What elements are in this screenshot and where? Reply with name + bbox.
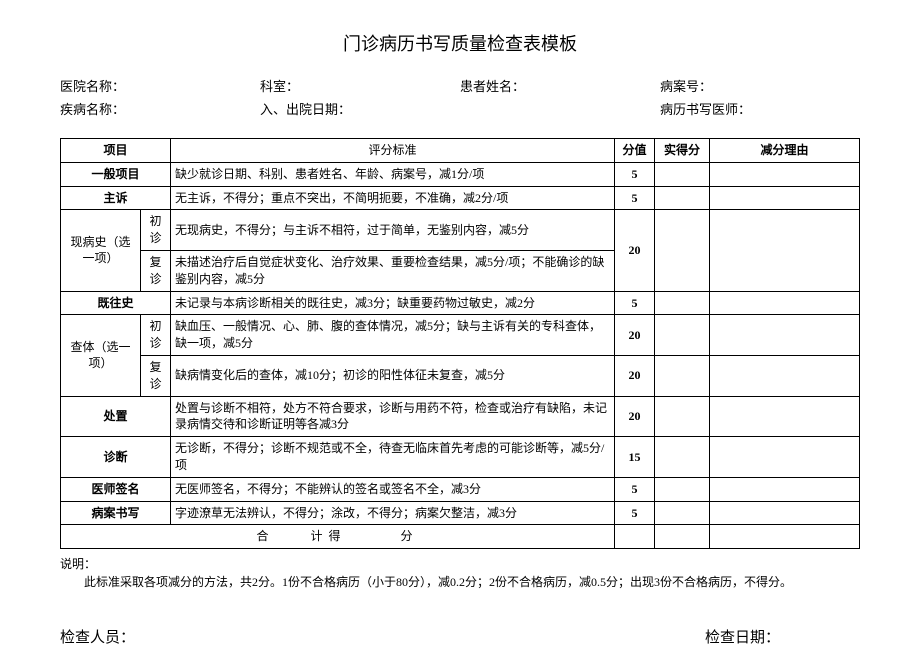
r5-criteria2: 缺病情变化后的查体，减10分；初诊的阳性体征未复查，减5分 [171, 355, 615, 396]
r6-reason [710, 396, 860, 437]
r8-criteria: 无医师签名，不得分；不能辨认的签名或签名不全，减3分 [171, 477, 615, 501]
r4-criteria: 未记录与本病诊断相关的既往史，减3分；缺重要药物过敏史，减2分 [171, 291, 615, 315]
r4-score: 5 [615, 291, 655, 315]
r5-criteria1: 缺血压、一般情况、心、肺、腹的查体情况，减5分；缺与主诉有关的专科查体，缺一项，… [171, 315, 615, 356]
total-reason [710, 525, 860, 549]
table-row: 现病史（选一项） 初诊 无现病史，不得分；与主诉不相符，过于简单，无鉴别内容，减… [61, 210, 860, 251]
r5-sub1: 初诊 [141, 315, 171, 356]
total-row: 合 计得 分 [61, 525, 860, 549]
date-label: 入、出院日期： [260, 99, 460, 118]
r9-criteria: 字迹潦草无法辨认，不得分；涂改，不得分；病案欠整洁，减3分 [171, 501, 615, 525]
r1-score: 5 [615, 162, 655, 186]
table-row: 查体（选一项） 初诊 缺血压、一般情况、心、肺、腹的查体情况，减5分；缺与主诉有… [61, 315, 860, 356]
total-score [615, 525, 655, 549]
page-title: 门诊病历书写质量检查表模板 [60, 30, 860, 56]
inspector-label: 检查人员： [60, 626, 135, 647]
r5-reason1 [710, 315, 860, 356]
r7-item: 诊断 [61, 437, 171, 478]
table-row: 处置 处置与诊断不相符，处方不符合要求，诊断与用药不符，检查或治疗有缺陷，未记录… [61, 396, 860, 437]
table-row: 主诉 无主诉，不得分；重点不突出，不简明扼要，不准确，减2分/项 5 [61, 186, 860, 210]
check-date-label: 检查日期： [705, 626, 780, 647]
dept-label: 科室： [260, 76, 460, 95]
total-label: 合 计得 分 [61, 525, 615, 549]
score-table: 项目 评分标准 分值 实得分 减分理由 一般项目 缺少就诊日期、科别、患者姓名、… [60, 138, 860, 549]
r1-item: 一般项目 [61, 162, 171, 186]
r3-item: 现病史（选一项） [61, 210, 141, 291]
r8-item: 医师签名 [61, 477, 171, 501]
r5-score1: 20 [615, 315, 655, 356]
case-label: 病案号： [660, 76, 860, 95]
r7-actual [655, 437, 710, 478]
r1-criteria: 缺少就诊日期、科别、患者姓名、年龄、病案号，减1分/项 [171, 162, 615, 186]
r3-sub2: 复诊 [141, 250, 171, 291]
r4-actual [655, 291, 710, 315]
r8-actual [655, 477, 710, 501]
r5-score2: 20 [615, 355, 655, 396]
r2-actual [655, 186, 710, 210]
r9-actual [655, 501, 710, 525]
r5-actual1 [655, 315, 710, 356]
note-label: 说明： [60, 555, 860, 573]
doctor-label: 病历书写医师： [660, 99, 860, 118]
r3-score: 20 [615, 210, 655, 291]
r4-item: 既往史 [61, 291, 171, 315]
r9-reason [710, 501, 860, 525]
disease-label: 疾病名称： [60, 99, 260, 118]
r3-actual [655, 210, 710, 291]
r9-item: 病案书写 [61, 501, 171, 525]
header-score: 分值 [615, 139, 655, 163]
r8-reason [710, 477, 860, 501]
r2-item: 主诉 [61, 186, 171, 210]
header-item: 项目 [61, 139, 171, 163]
table-row: 病案书写 字迹潦草无法辨认，不得分；涂改，不得分；病案欠整洁，减3分 5 [61, 501, 860, 525]
footer-row: 检查人员： 检查日期： [60, 626, 860, 647]
r7-criteria: 无诊断，不得分；诊断不规范或不全，待查无临床首先考虑的可能诊断等，减5分/项 [171, 437, 615, 478]
table-row: 复诊 缺病情变化后的查体，减10分；初诊的阳性体征未复查，减5分 20 [61, 355, 860, 396]
r6-score: 20 [615, 396, 655, 437]
r3-criteria1: 无现病史，不得分；与主诉不相符，过于简单，无鉴别内容，减5分 [171, 210, 615, 251]
r5-reason2 [710, 355, 860, 396]
r7-reason [710, 437, 860, 478]
r5-actual2 [655, 355, 710, 396]
r6-item: 处置 [61, 396, 171, 437]
note-text: 此标准采取各项减分的方法，共2分。1份不合格病历（小于80分），减0.2分；2份… [60, 573, 860, 591]
r7-score: 15 [615, 437, 655, 478]
table-row: 既往史 未记录与本病诊断相关的既往史，减3分；缺重要药物过敏史，减2分 5 [61, 291, 860, 315]
empty-spacer [460, 99, 660, 118]
header-row: 项目 评分标准 分值 实得分 减分理由 [61, 139, 860, 163]
hospital-label: 医院名称： [60, 76, 260, 95]
header-criteria: 评分标准 [171, 139, 615, 163]
table-row: 医师签名 无医师签名，不得分；不能辨认的签名或签名不全，减3分 5 [61, 477, 860, 501]
r5-item: 查体（选一项） [61, 315, 141, 396]
r2-score: 5 [615, 186, 655, 210]
r3-reason [710, 210, 860, 291]
r4-reason [710, 291, 860, 315]
r8-score: 5 [615, 477, 655, 501]
r3-criteria2: 未描述治疗后自觉症状变化、治疗效果、重要检查结果，减5分/项；不能确诊的缺鉴别内… [171, 250, 615, 291]
r6-actual [655, 396, 710, 437]
r3-sub1: 初诊 [141, 210, 171, 251]
total-actual [655, 525, 710, 549]
table-row: 诊断 无诊断，不得分；诊断不规范或不全，待查无临床首先考虑的可能诊断等，减5分/… [61, 437, 860, 478]
info-row-1: 医院名称： 科室： 患者姓名： 病案号： [60, 76, 860, 95]
r1-reason [710, 162, 860, 186]
r1-actual [655, 162, 710, 186]
r5-sub2: 复诊 [141, 355, 171, 396]
r2-criteria: 无主诉，不得分；重点不突出，不简明扼要，不准确，减2分/项 [171, 186, 615, 210]
note-section: 说明： 此标准采取各项减分的方法，共2分。1份不合格病历（小于80分），减0.2… [60, 555, 860, 591]
r6-criteria: 处置与诊断不相符，处方不符合要求，诊断与用药不符，检查或治疗有缺陷，未记录病情交… [171, 396, 615, 437]
table-row: 一般项目 缺少就诊日期、科别、患者姓名、年龄、病案号，减1分/项 5 [61, 162, 860, 186]
info-row-2: 疾病名称： 入、出院日期： 病历书写医师： [60, 99, 860, 118]
header-actual: 实得分 [655, 139, 710, 163]
patient-label: 患者姓名： [460, 76, 660, 95]
r2-reason [710, 186, 860, 210]
header-reason: 减分理由 [710, 139, 860, 163]
r9-score: 5 [615, 501, 655, 525]
